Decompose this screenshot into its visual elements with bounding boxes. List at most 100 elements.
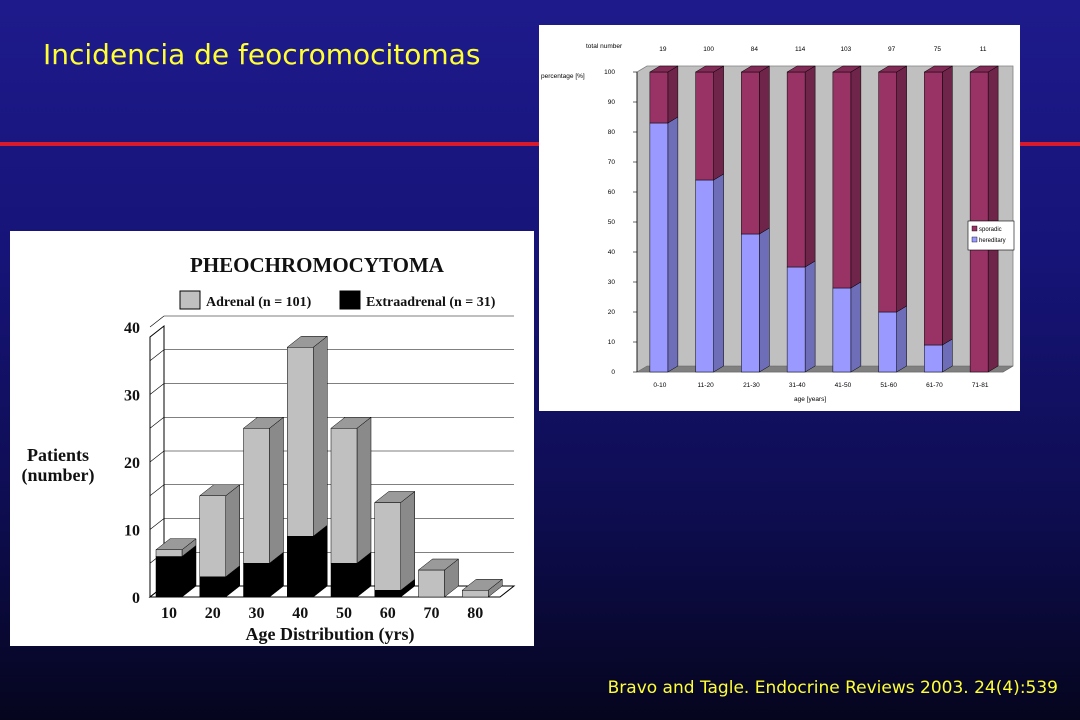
- age-distribution-chart: PHEOCHROMOCYTOMA Patients (number) Age D…: [22, 253, 516, 645]
- sporadic-bar-top: [877, 65, 908, 73]
- y-tick-label: 20: [608, 309, 616, 316]
- hereditary-bar-side: [896, 305, 907, 373]
- grid-diagonal: [149, 349, 165, 361]
- total-number-value: 100: [703, 46, 714, 53]
- total-number-value: 19: [659, 46, 667, 53]
- y-tick-label: 40: [608, 249, 616, 256]
- adrenal-bar-side: [269, 416, 284, 564]
- plot-area: [636, 65, 1014, 373]
- hereditary-sporadic-chart: total number percentage [%] age [years] …: [541, 43, 1015, 403]
- legend-label: sporadic: [979, 227, 1002, 233]
- sporadic-bar: [786, 71, 806, 268]
- sporadic-bar-top: [831, 65, 862, 73]
- sporadic-bar-side: [759, 65, 770, 235]
- grid-diagonal: [149, 383, 165, 395]
- y-tick-label: 100: [604, 69, 615, 76]
- adrenal-bar: [287, 347, 314, 537]
- hereditary-bar: [786, 266, 806, 373]
- sporadic-bar-top: [786, 65, 817, 73]
- extraadrenal-bar: [155, 556, 183, 598]
- y-tick-label: 10: [124, 523, 140, 540]
- extraadrenal-bar: [374, 590, 401, 598]
- sporadic-bar-side: [713, 65, 724, 181]
- x-tick-label: 70: [424, 605, 440, 622]
- y-tick-label: 10: [608, 339, 616, 346]
- sporadic-bar: [832, 71, 852, 289]
- hereditary-bar: [695, 179, 714, 373]
- adrenal-bar-side: [313, 335, 328, 537]
- adrenal-bar-top: [461, 579, 503, 591]
- sporadic-bar: [741, 71, 760, 235]
- sporadic-bar-top: [923, 65, 954, 73]
- legend-swatch: [971, 236, 978, 243]
- hereditary-bar: [924, 344, 943, 373]
- y-tick-label: 60: [608, 189, 616, 196]
- adrenal-bar-side: [225, 484, 240, 578]
- grid-diagonal: [149, 518, 165, 530]
- total-number-value: 97: [888, 46, 896, 53]
- x-tick-label: 0-10: [653, 382, 666, 389]
- x-axis-ticks: 0-10 11-20 21-30 31-40 41-50 51-60 61-70 71-81: [653, 382, 988, 389]
- y-axis-title-line2: (number): [22, 465, 95, 486]
- adrenal-bar: [199, 495, 226, 577]
- sporadic-bar: [924, 71, 943, 346]
- sporadic-bar-side: [667, 65, 679, 124]
- x-axis-title: age [years]: [794, 396, 826, 403]
- total-number-value: 11: [980, 46, 987, 53]
- sporadic-bar-top: [694, 65, 725, 73]
- extraadrenal-bar: [287, 536, 314, 598]
- x-tick-label: 71-81: [972, 382, 989, 389]
- legend-swatch: [339, 290, 361, 310]
- y-tick-label: 30: [608, 279, 616, 286]
- total-number-value: 75: [934, 46, 942, 53]
- extraadrenal-bar: [330, 563, 358, 598]
- hereditary-bar-side: [667, 116, 679, 373]
- x-axis-title: Age Distribution (yrs): [246, 624, 415, 645]
- adrenal-bar: [330, 428, 358, 564]
- sporadic-bar-top: [648, 65, 679, 73]
- adrenal-bar-top: [286, 336, 328, 348]
- extraadrenal-bar-side: [313, 524, 328, 598]
- sporadic-bar: [649, 71, 669, 124]
- hereditary-bar: [878, 311, 897, 373]
- hereditary-bar: [741, 233, 760, 373]
- legend-box: [967, 220, 1015, 251]
- grid-diagonal: [149, 417, 165, 429]
- plot-background: [636, 65, 1014, 373]
- y-axis-title-line1: Patients: [27, 445, 89, 465]
- y-axis-ticks: 0 10 20 30 40: [124, 320, 140, 607]
- x-tick-label: 51-60: [880, 382, 897, 389]
- x-tick-label: 30: [249, 605, 265, 622]
- y-tick-label: 0: [132, 590, 140, 607]
- y-axis-title: percentage [%]: [541, 73, 585, 80]
- y-tick-label: 40: [124, 320, 140, 337]
- extraadrenal-bar: [199, 576, 226, 598]
- sporadic-bar-side: [804, 65, 816, 268]
- x-tick-label: 80: [467, 605, 483, 622]
- sporadic-bar-side: [896, 65, 907, 313]
- title-divider: [0, 142, 540, 146]
- y-tick-label: 80: [608, 129, 616, 136]
- citation: Bravo and Tagle. Endocrine Reviews 2003.…: [607, 678, 1058, 698]
- y-tick-label: 0: [611, 369, 615, 376]
- legend-swatch: [179, 290, 201, 310]
- x-tick-label: 60: [380, 605, 396, 622]
- age-distribution-chart-panel: PHEOCHROMOCYTOMA Patients (number) Age D…: [10, 231, 534, 646]
- x-tick-label: 50: [336, 605, 352, 622]
- hereditary-bar: [649, 122, 669, 373]
- legend-label: hereditary: [979, 238, 1006, 244]
- total-number-value: 114: [795, 46, 806, 53]
- x-tick-label: 21-30: [743, 382, 760, 389]
- extraadrenal-bar: [243, 563, 270, 598]
- grid-diagonal: [149, 315, 165, 328]
- sporadic-bar-side: [942, 65, 953, 346]
- y-tick-label: 70: [608, 159, 616, 166]
- bars: [155, 335, 503, 598]
- grid-diagonal: [149, 450, 165, 463]
- y-tick-label: 30: [124, 388, 140, 405]
- plot-floor: [636, 365, 1014, 373]
- adrenal-bar-side: [400, 490, 415, 591]
- chart-title: PHEOCHROMOCYTOMA: [190, 253, 445, 277]
- bars: [648, 65, 1000, 373]
- adrenal-bar-side: [356, 416, 372, 564]
